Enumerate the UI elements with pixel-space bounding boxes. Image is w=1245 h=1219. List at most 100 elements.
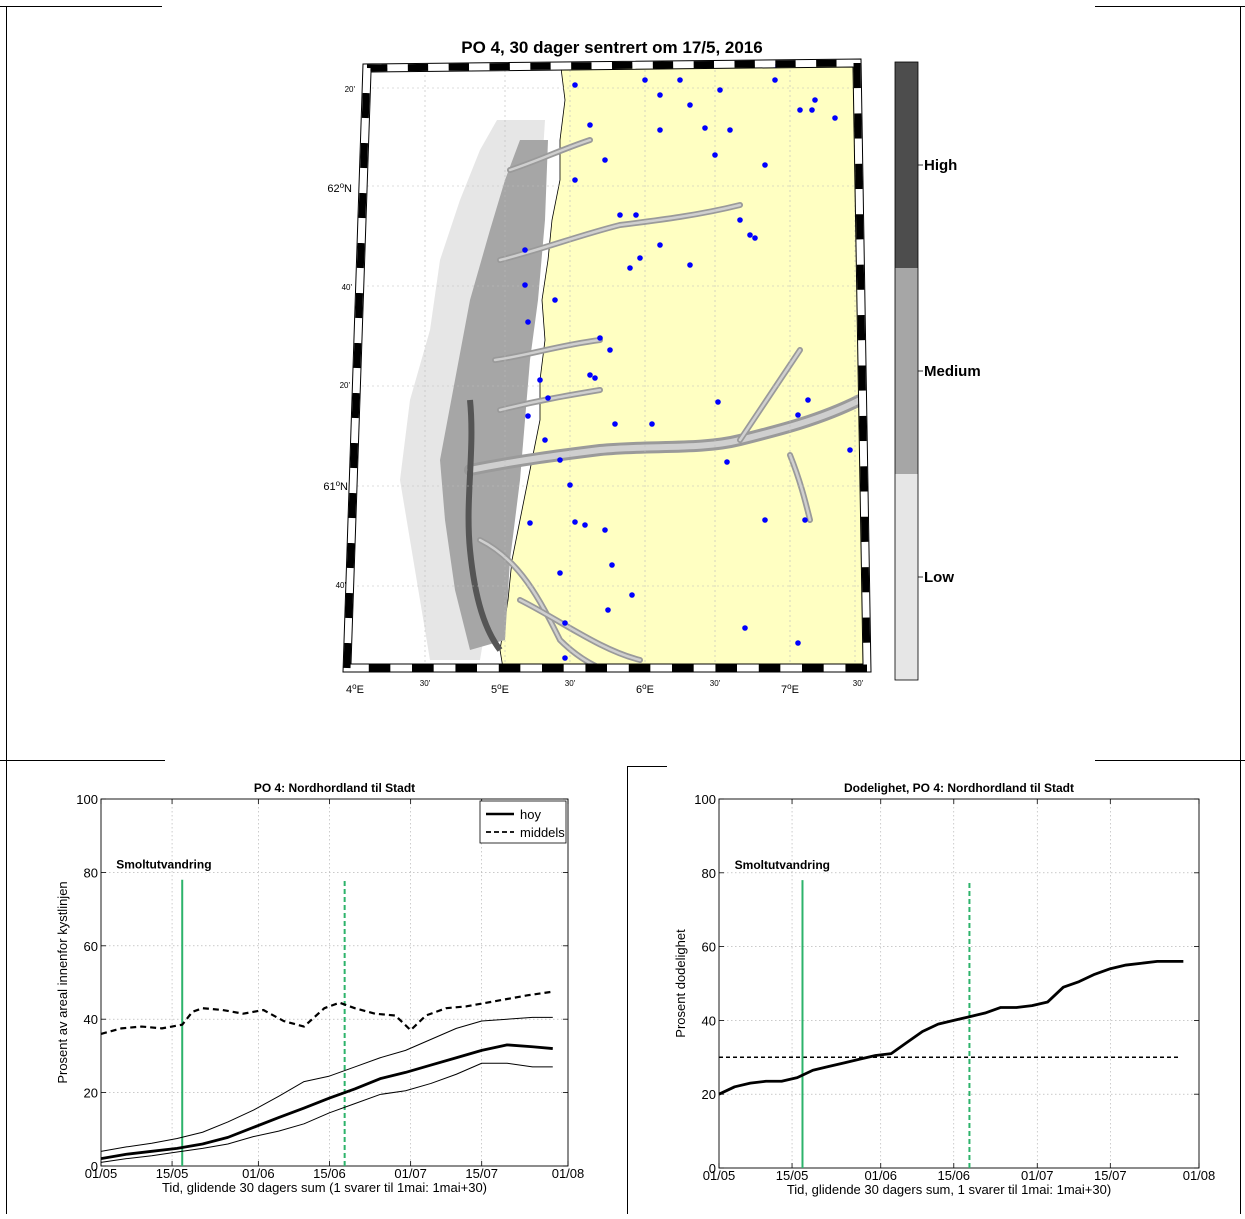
station-marker bbox=[627, 265, 633, 271]
lat-tick-base: 62 bbox=[327, 183, 339, 195]
station-marker bbox=[617, 212, 623, 218]
station-marker bbox=[582, 522, 588, 528]
series-line bbox=[101, 1017, 553, 1151]
series-line bbox=[719, 961, 1183, 1094]
map-frame-segment bbox=[359, 293, 360, 318]
plot-area bbox=[719, 799, 1199, 1168]
station-marker bbox=[832, 115, 838, 121]
map-frame-segment bbox=[365, 118, 366, 143]
y-tick-label: 40 bbox=[84, 1012, 98, 1027]
x-tick-label: 15/07 bbox=[465, 1166, 498, 1181]
lon-tick-label: 6oE bbox=[636, 682, 654, 696]
lon-tick-hemisphere: E bbox=[647, 684, 654, 696]
station-marker bbox=[742, 625, 748, 631]
station-marker bbox=[762, 162, 768, 168]
colorbar-segment bbox=[895, 268, 918, 474]
map-frame-segment bbox=[350, 543, 351, 568]
station-marker bbox=[797, 107, 803, 113]
chart-title: PO 4: Nordhordland til Stadt bbox=[254, 781, 415, 795]
series-line-hoy bbox=[101, 1045, 553, 1159]
station-marker bbox=[605, 607, 611, 613]
station-marker bbox=[572, 519, 578, 525]
lat-tick-label: 20' bbox=[340, 381, 351, 390]
station-marker bbox=[805, 397, 811, 403]
map-frame-segment bbox=[351, 518, 352, 543]
station-marker bbox=[649, 421, 655, 427]
annotation-smoltutvandring: Smoltutvandring bbox=[116, 858, 211, 872]
map-frame-segment bbox=[348, 618, 349, 643]
colorbar-segment bbox=[895, 62, 918, 268]
colorbar-label-low: Low bbox=[924, 569, 954, 586]
station-marker bbox=[712, 152, 718, 158]
map-frame-segment bbox=[347, 643, 348, 668]
station-marker bbox=[572, 82, 578, 88]
station-marker bbox=[717, 87, 723, 93]
y-tick-label: 60 bbox=[84, 939, 98, 954]
station-marker bbox=[809, 107, 815, 113]
map-frame-segment bbox=[361, 218, 362, 243]
map-frame-segment bbox=[354, 443, 355, 468]
lat-tick-label: 61oN bbox=[323, 479, 348, 493]
lon-tick-label: 7oE bbox=[781, 682, 799, 696]
station-marker bbox=[637, 255, 643, 261]
station-marker bbox=[567, 482, 573, 488]
station-marker bbox=[557, 457, 563, 463]
y-tick-label: 40 bbox=[702, 1013, 716, 1028]
x-tick-label: 15/06 bbox=[313, 1166, 346, 1181]
y-tick-label: 100 bbox=[76, 792, 98, 807]
series-line-middels bbox=[101, 992, 553, 1034]
map-frame-segment bbox=[353, 468, 354, 493]
station-marker bbox=[545, 395, 551, 401]
lat-tick-base: 61 bbox=[323, 481, 335, 493]
lon-tick-hemisphere: E bbox=[502, 684, 509, 696]
map-frame-segment bbox=[355, 418, 356, 443]
station-marker bbox=[687, 262, 693, 268]
lat-tick-label: 40' bbox=[336, 581, 347, 590]
station-marker bbox=[587, 122, 593, 128]
x-tick-label: 01/06 bbox=[242, 1166, 275, 1181]
map-title: PO 4, 30 dager sentrert om 17/5, 2016 bbox=[461, 38, 762, 57]
lat-tick-base: 40' bbox=[336, 581, 347, 590]
frame-center-divider bbox=[627, 766, 628, 1214]
map-frame-segment bbox=[360, 268, 361, 293]
station-marker bbox=[562, 655, 568, 661]
y-axis-label: Prosent av areal innenfor kystlinjen bbox=[55, 881, 70, 1083]
station-marker bbox=[677, 77, 683, 83]
station-marker bbox=[587, 372, 593, 378]
y-tick-label: 100 bbox=[694, 792, 716, 807]
lat-tick-hemisphere: N bbox=[344, 183, 352, 195]
lat-tick-base: 40' bbox=[342, 283, 353, 292]
lon-tick-hemisphere: E bbox=[357, 684, 364, 696]
station-marker bbox=[715, 399, 721, 405]
station-marker bbox=[592, 375, 598, 381]
x-tick-label: 01/07 bbox=[394, 1166, 427, 1181]
station-marker bbox=[527, 520, 533, 526]
station-marker bbox=[752, 235, 758, 241]
map-frame-segment bbox=[362, 193, 363, 218]
mortality-chart-svg: Dodelighet, PO 4: Nordhordland til Stadt… bbox=[660, 770, 1240, 1214]
colorbar-segment bbox=[895, 474, 918, 680]
lat-tick-label: 62oN bbox=[327, 181, 352, 195]
x-tick-label: 01/05 bbox=[703, 1168, 736, 1183]
station-marker bbox=[762, 517, 768, 523]
x-tick-label: 01/05 bbox=[85, 1166, 118, 1181]
lat-tick-label: 20' bbox=[345, 85, 356, 94]
station-marker bbox=[795, 640, 801, 646]
y-axis-label: Prosent dodelighet bbox=[673, 929, 688, 1038]
x-axis-label: Tid, glidende 30 dagers sum (1 svarer ti… bbox=[162, 1180, 487, 1195]
lat-tick-base: 20' bbox=[340, 381, 351, 390]
station-marker bbox=[657, 127, 663, 133]
x-tick-label: 15/07 bbox=[1094, 1168, 1127, 1183]
station-marker bbox=[802, 517, 808, 523]
map-frame-segment bbox=[366, 68, 367, 93]
station-marker bbox=[522, 282, 528, 288]
station-marker bbox=[747, 232, 753, 238]
x-tick-label: 01/08 bbox=[552, 1166, 585, 1181]
lon-tick-base: 30' bbox=[420, 679, 431, 688]
lon-tick-label: 30' bbox=[565, 679, 576, 688]
colorbar-label-medium: Medium bbox=[924, 363, 981, 380]
station-marker bbox=[552, 297, 558, 303]
station-marker bbox=[633, 212, 639, 218]
station-marker bbox=[572, 177, 578, 183]
